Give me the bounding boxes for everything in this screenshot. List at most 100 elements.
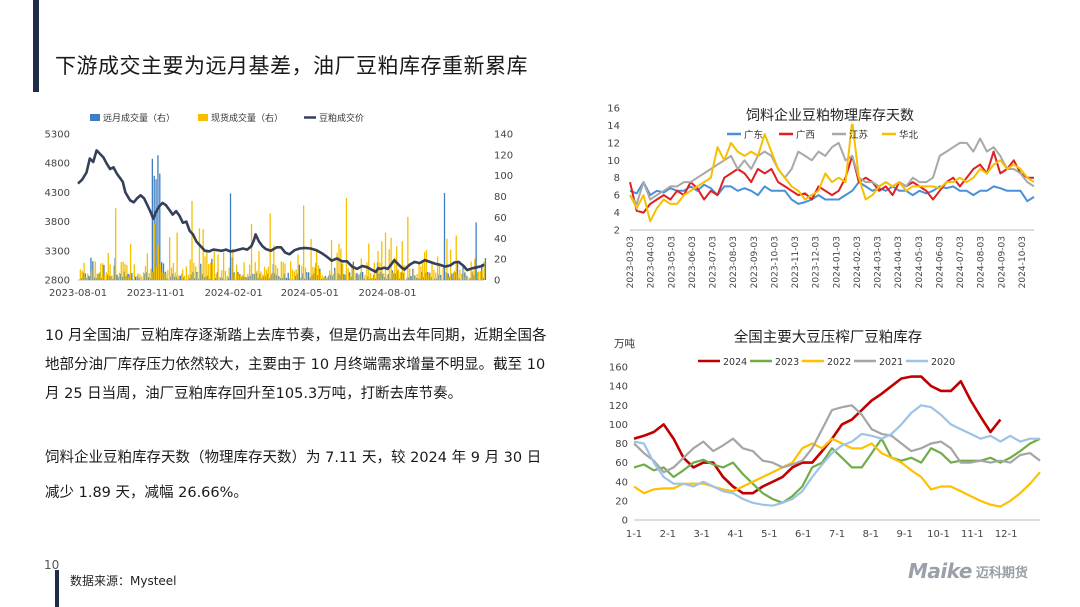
spot-volume-bar (293, 271, 295, 280)
spot-volume-bar (399, 272, 402, 280)
spot-volume-bar (306, 275, 309, 280)
legend-far-label: 远月成交量（右） (103, 112, 175, 124)
spot-volume-bar (427, 275, 429, 280)
legend-label: 2020 (931, 357, 955, 368)
slide-title: 下游成交主要为远月基差，油厂豆粕库存重新累库 (55, 54, 528, 78)
price-line (77, 149, 485, 274)
y-axis-tick: 0 (622, 516, 628, 527)
spot-volume-bar (115, 208, 117, 280)
far-volume-bar (161, 262, 163, 280)
spot-volume-bar (243, 262, 245, 280)
spot-volume-bar (92, 269, 95, 280)
spot-volume-bar (390, 237, 392, 280)
spot-volume-bar (291, 269, 294, 280)
x-axis-tick: 7-1 (829, 529, 845, 540)
far-volume-bar (456, 262, 459, 280)
right-axis-tick: 140 (494, 130, 513, 141)
far-volume-bar (356, 273, 358, 280)
x-axis-tick: 2023-11-03 (791, 236, 801, 288)
spot-volume-bar (256, 270, 258, 280)
spot-volume-bar (237, 274, 240, 280)
spot-volume-bar (314, 267, 316, 280)
far-volume-bar (343, 274, 345, 280)
x-axis-tick: 2023-03-03 (626, 236, 636, 288)
x-axis-tick: 2023-08-01 (49, 288, 107, 299)
legend-label: 2023 (775, 357, 799, 368)
spot-volume-bar (381, 241, 383, 280)
y-axis-tick: 140 (609, 382, 628, 393)
spot-volume-bar (422, 261, 424, 280)
spot-volume-bar (435, 272, 437, 280)
spot-volume-bar (477, 271, 480, 280)
spot-volume-bar (289, 261, 292, 280)
spot-volume-bar (394, 257, 396, 280)
series-line-2023 (633, 437, 1041, 504)
series-line-广西 (629, 150, 1034, 214)
footer-accent-bar (55, 570, 59, 607)
spot-volume-bar (245, 277, 247, 280)
x-axis-tick: 3-1 (693, 529, 709, 540)
right-axis-tick: 80 (494, 192, 507, 203)
spot-volume-bar (269, 213, 271, 280)
spot-volume-bar (355, 273, 357, 280)
spot-volume-bar (87, 273, 89, 280)
right-axis-tick: 120 (494, 150, 513, 161)
spot-volume-bar (250, 223, 253, 280)
spot-volume-bar (349, 276, 351, 280)
spot-volume-bar (258, 251, 260, 280)
spot-volume-bar (310, 238, 312, 280)
spot-volume-bar (332, 273, 335, 280)
spot-volume-bar (453, 270, 456, 280)
far-volume-bar (88, 275, 90, 280)
far-volume-bar (179, 275, 181, 280)
spot-volume-bar (94, 261, 96, 280)
spot-volume-bar (438, 264, 441, 280)
legend-price-label: 豆粕成交价 (319, 112, 364, 124)
far-volume-bar (451, 273, 453, 280)
y-axis-tick: 10 (607, 156, 620, 167)
legend-label: 广西 (796, 129, 815, 141)
spot-volume-bar (213, 251, 215, 280)
spot-volume-bar (448, 277, 450, 280)
spot-volume-bar (433, 269, 435, 280)
far-volume-bar (464, 272, 466, 280)
far-volume-bar (285, 277, 287, 280)
spot-volume-bar (226, 275, 228, 280)
spot-volume-bar (407, 216, 409, 280)
legend-label: 广东 (744, 129, 763, 141)
y-axis-tick: 20 (615, 496, 628, 507)
far-volume-bar (308, 272, 310, 280)
x-axis-tick: 2024-02-01 (205, 288, 263, 299)
spot-volume-bar (148, 273, 150, 280)
spot-volume-bar (358, 274, 361, 280)
spot-volume-bar (340, 248, 342, 280)
spot-volume-bar (362, 277, 364, 280)
title-accent-bar (33, 0, 39, 92)
feed-inventory-days-chart: 2 4 6 8 10 12 14 16 2023-03-03 2023-04-03 2023-05-… (607, 104, 1035, 288)
spot-volume-bar (236, 264, 238, 280)
spot-volume-bar (317, 265, 320, 280)
far-volume-bar (84, 273, 87, 280)
spot-volume-bar (412, 269, 415, 280)
spot-volume-bar (178, 275, 180, 280)
legend-label: 江苏 (849, 129, 869, 141)
spot-volume-bar (96, 273, 98, 280)
spot-volume-bar (202, 229, 204, 280)
spot-volume-bar (111, 275, 113, 280)
x-axis-tick: 2024-05-03 (915, 236, 925, 288)
spot-volume-bar (249, 264, 251, 280)
paragraph-inventory: 10 月全国油厂豆粕库存逐渐踏上去库节奏，但是仍高出去年同期，近期全国各地部分油… (45, 328, 547, 402)
data-source: 数据来源：Mysteel (70, 574, 177, 588)
spot-volume-bar (423, 251, 426, 280)
x-axis-tick: 12-1 (995, 529, 1018, 540)
spot-volume-bar (247, 273, 249, 280)
spot-volume-bar (139, 274, 141, 280)
x-axis-tick: 4-1 (727, 529, 743, 540)
spot-volume-bar (254, 262, 256, 280)
spot-volume-bar (420, 266, 422, 280)
spot-volume-bar (474, 258, 476, 280)
spot-volume-bar (446, 238, 448, 280)
y-axis-tick: 60 (615, 458, 628, 469)
left-axis-tick: 5300 (45, 130, 70, 141)
spot-volume-bar (345, 197, 348, 280)
